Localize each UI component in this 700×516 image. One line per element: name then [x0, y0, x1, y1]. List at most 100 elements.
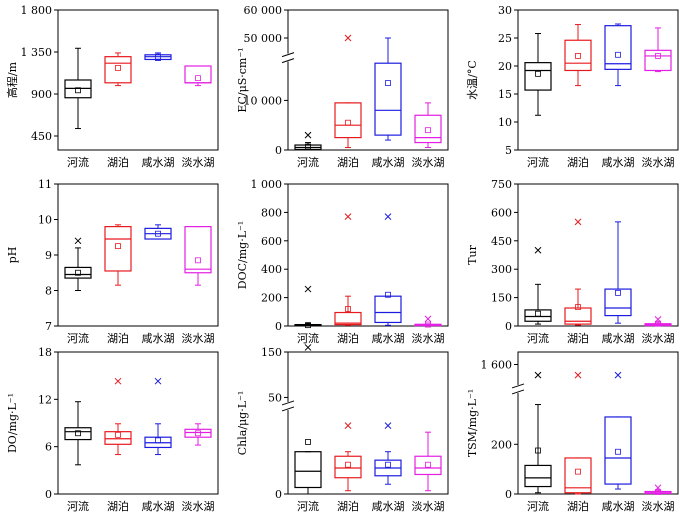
x-category-label: 咸水湖 [142, 156, 175, 169]
y-tick-label: 200 [491, 438, 512, 451]
box-iqr [414, 455, 442, 476]
box-iqr [64, 266, 92, 279]
box-湖泊 [334, 422, 362, 492]
y-tick-label: 12 [38, 393, 52, 406]
axis-break-mark [281, 58, 295, 64]
y-axis-label: 水温/°C [466, 60, 479, 100]
y-tick-label: 400 [261, 263, 282, 276]
x-category-label: 咸水湖 [372, 500, 405, 512]
box-iqr [184, 428, 212, 438]
box-iqr [414, 114, 442, 144]
outlier-marker [114, 377, 122, 385]
y-tick-label: 450 [31, 130, 52, 143]
panel-ec: 0 10 000 50 000 60 000 EC/μS·cm⁻¹ 河流 湖泊 咸水湖 淡水湖 [236, 4, 449, 169]
box-mean-marker [155, 437, 161, 444]
y-tick-label: 450 [491, 235, 512, 248]
box-mean-marker [615, 289, 621, 296]
plot-frame [57, 9, 219, 151]
y-tick-label: 9 [45, 249, 52, 262]
y-tick-label: 11 [38, 178, 52, 191]
plot-frame [517, 183, 679, 327]
box-mean-marker [305, 143, 311, 150]
outlier-marker [154, 377, 162, 385]
x-category-label: 河流 [527, 155, 549, 169]
plot-frame [287, 9, 449, 151]
x-category-label: 咸水湖 [602, 500, 635, 512]
box-iqr [644, 49, 672, 72]
panel-doc: 0 200 400 600 800 1 000 DOC/mg·L⁻¹ 河流 湖泊 咸水湖 淡水湖 [236, 178, 449, 345]
y-tick-label: 0 [275, 144, 282, 157]
y-tick-label: 20 [498, 60, 512, 73]
axis-break-mark [511, 383, 525, 389]
box-iqr [604, 25, 632, 70]
box-湖泊 [564, 371, 592, 495]
x-category-label: 河流 [67, 499, 89, 512]
outlier-marker [534, 246, 542, 254]
y-tick-label: 18 [38, 346, 52, 359]
box-mean-marker [195, 430, 201, 437]
y-tick-label: 0 [505, 320, 512, 333]
box-咸水湖 [144, 377, 172, 456]
box-河流 [64, 47, 92, 130]
box-iqr [64, 427, 92, 441]
box-iqr [184, 226, 212, 274]
outlier-marker [304, 344, 312, 351]
box-咸水湖 [604, 221, 632, 324]
box-咸水湖 [374, 213, 402, 326]
outlier-marker [654, 316, 662, 323]
y-axis-label: pH [6, 247, 19, 264]
box-mean-marker [115, 64, 121, 71]
x-category-label: 湖泊 [107, 500, 129, 512]
plot-frame [517, 9, 679, 151]
axis-break-mark [511, 389, 525, 395]
axis-break-mask [282, 401, 294, 410]
y-tick-label: 30 [498, 4, 512, 17]
outlier-marker [574, 218, 582, 226]
axis-break-mark [281, 52, 295, 58]
y-tick-label: 6 [45, 441, 52, 454]
box-mean-marker [75, 87, 81, 94]
outlier-marker [574, 371, 582, 379]
plot-frame [287, 351, 449, 495]
box-mean-marker [345, 306, 351, 312]
box-iqr [564, 39, 592, 72]
plot-frame [57, 351, 219, 495]
box-湖泊 [564, 24, 592, 87]
box-淡水湖 [414, 431, 442, 492]
box-iqr [374, 62, 402, 136]
axis-break-mask [512, 384, 524, 393]
box-iqr [524, 309, 552, 322]
x-category-label: 淡水湖 [182, 156, 215, 169]
outlier-marker [344, 422, 352, 430]
box-淡水湖 [184, 65, 212, 87]
x-category-label: 淡水湖 [642, 156, 675, 169]
outlier-marker [384, 213, 392, 221]
panel-ph: 7 8 9 10 11 pH 河流 湖泊 咸水湖 淡水湖 [6, 178, 219, 345]
y-axis-label: TSM/mg·L⁻¹ [466, 389, 479, 457]
box-mean-marker [385, 461, 391, 468]
y-tick-label: 150 [261, 346, 282, 359]
y-tick-label: 300 [491, 263, 512, 276]
axis-break-mask [282, 53, 294, 62]
axis-break-mark [281, 406, 295, 412]
x-category-label: 淡水湖 [642, 332, 675, 345]
box-mean-marker [655, 489, 661, 495]
box-iqr [564, 307, 592, 325]
box-咸水湖 [604, 371, 632, 490]
box-iqr [104, 56, 132, 84]
y-axis-label: 高程/m [5, 61, 19, 98]
y-tick-label: 150 [491, 292, 512, 305]
box-淡水湖 [644, 484, 672, 495]
outlier-marker [424, 315, 432, 323]
y-tick-label: 10 000 [244, 94, 283, 107]
box-河流 [64, 237, 92, 291]
box-咸水湖 [374, 37, 402, 141]
panel-tsm: 0 200 1 600 TSM/mg·L⁻¹ 河流 湖泊 咸水湖 淡水湖 [466, 351, 679, 513]
box-淡水湖 [414, 315, 442, 328]
y-tick-label: 600 [491, 206, 512, 219]
box-iqr [294, 451, 322, 489]
box-mean-marker [305, 322, 311, 329]
axis-break-mark [281, 400, 295, 406]
outlier-marker [304, 285, 312, 293]
box-淡水湖 [644, 27, 672, 73]
